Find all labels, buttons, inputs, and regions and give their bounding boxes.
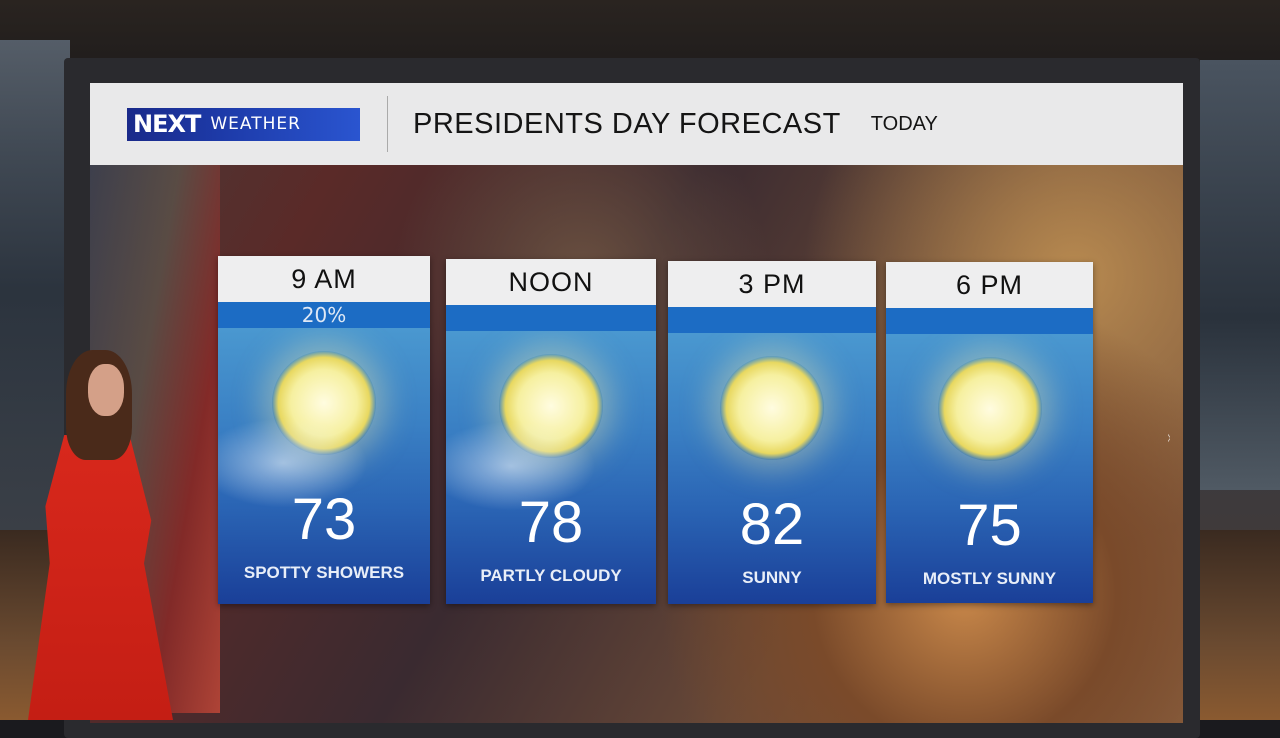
cloud-icon bbox=[446, 421, 596, 511]
header-divider bbox=[387, 96, 388, 152]
page-subtitle: TODAY bbox=[870, 112, 938, 135]
cloud-icon bbox=[218, 418, 368, 508]
studio-monitor-right bbox=[1200, 60, 1280, 490]
card-condition: SUNNY bbox=[742, 568, 802, 587]
graphic-header: NEXT WEATHER PRESIDENTS DAY FORECAST TOD… bbox=[90, 83, 1183, 165]
forecast-card-6pm: 6 PM 75 MOSTLY SUNNY bbox=[886, 262, 1093, 603]
forecast-card-noon: NOON 78 PARTLY CLOUDY bbox=[446, 259, 656, 604]
forecast-card-9am: 9 AM 20% 73 SPOTTY SHOWERS bbox=[218, 256, 430, 604]
card-temp: 82 bbox=[739, 492, 805, 557]
card-condition: PARTLY CLOUDY bbox=[480, 566, 622, 585]
card-temp: 78 bbox=[518, 490, 584, 555]
next-weather-logo: NEXT WEATHER bbox=[127, 107, 360, 141]
card-precip bbox=[886, 308, 1093, 334]
card-condition: MOSTLY SUNNY bbox=[922, 569, 1057, 588]
sky-panel: 82 SUNNY bbox=[668, 333, 876, 604]
sky-panel: 78 PARTLY CLOUDY bbox=[446, 331, 656, 604]
card-temp: 73 bbox=[291, 487, 357, 552]
card-precip bbox=[668, 307, 876, 333]
presenter-face bbox=[88, 364, 124, 416]
logo-weather: WEATHER bbox=[210, 114, 301, 134]
card-condition: SPOTTY SHOWERS bbox=[243, 563, 405, 582]
logo-next: NEXT bbox=[133, 110, 201, 138]
forecast-graphic: NEXT WEATHER PRESIDENTS DAY FORECAST TOD… bbox=[90, 83, 1183, 723]
forecast-card-3pm: 3 PM 82 SUNNY bbox=[668, 261, 876, 604]
card-precip: 20% bbox=[218, 302, 430, 328]
sky-panel: 75 MOSTLY SUNNY bbox=[886, 334, 1093, 603]
card-time: 6 PM bbox=[886, 262, 1093, 308]
presenter bbox=[28, 350, 178, 720]
presenter-head bbox=[66, 350, 132, 460]
card-time: 9 AM bbox=[218, 256, 430, 302]
sun-icon bbox=[720, 356, 824, 460]
sky-panel: 73 SPOTTY SHOWERS bbox=[218, 328, 430, 604]
studio-monitor-left bbox=[0, 40, 70, 540]
card-precip bbox=[446, 305, 656, 331]
sun-icon bbox=[937, 357, 1042, 461]
card-temp: 75 bbox=[957, 493, 1022, 558]
card-time: 3 PM bbox=[668, 261, 876, 307]
presenter-dress bbox=[28, 435, 173, 720]
page-title: PRESIDENTS DAY FORECAST bbox=[413, 107, 841, 140]
card-time: NOON bbox=[446, 259, 656, 305]
